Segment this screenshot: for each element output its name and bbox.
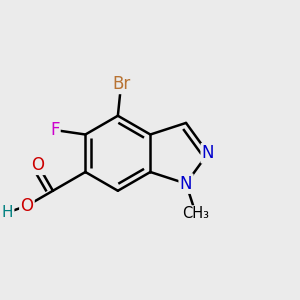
Text: F: F bbox=[50, 121, 59, 139]
Text: N: N bbox=[180, 175, 192, 193]
Text: Br: Br bbox=[112, 75, 130, 93]
Text: CH₃: CH₃ bbox=[182, 206, 209, 221]
Text: H: H bbox=[2, 205, 13, 220]
Text: N: N bbox=[202, 144, 214, 162]
Text: O: O bbox=[32, 156, 44, 174]
Text: O: O bbox=[20, 197, 33, 215]
